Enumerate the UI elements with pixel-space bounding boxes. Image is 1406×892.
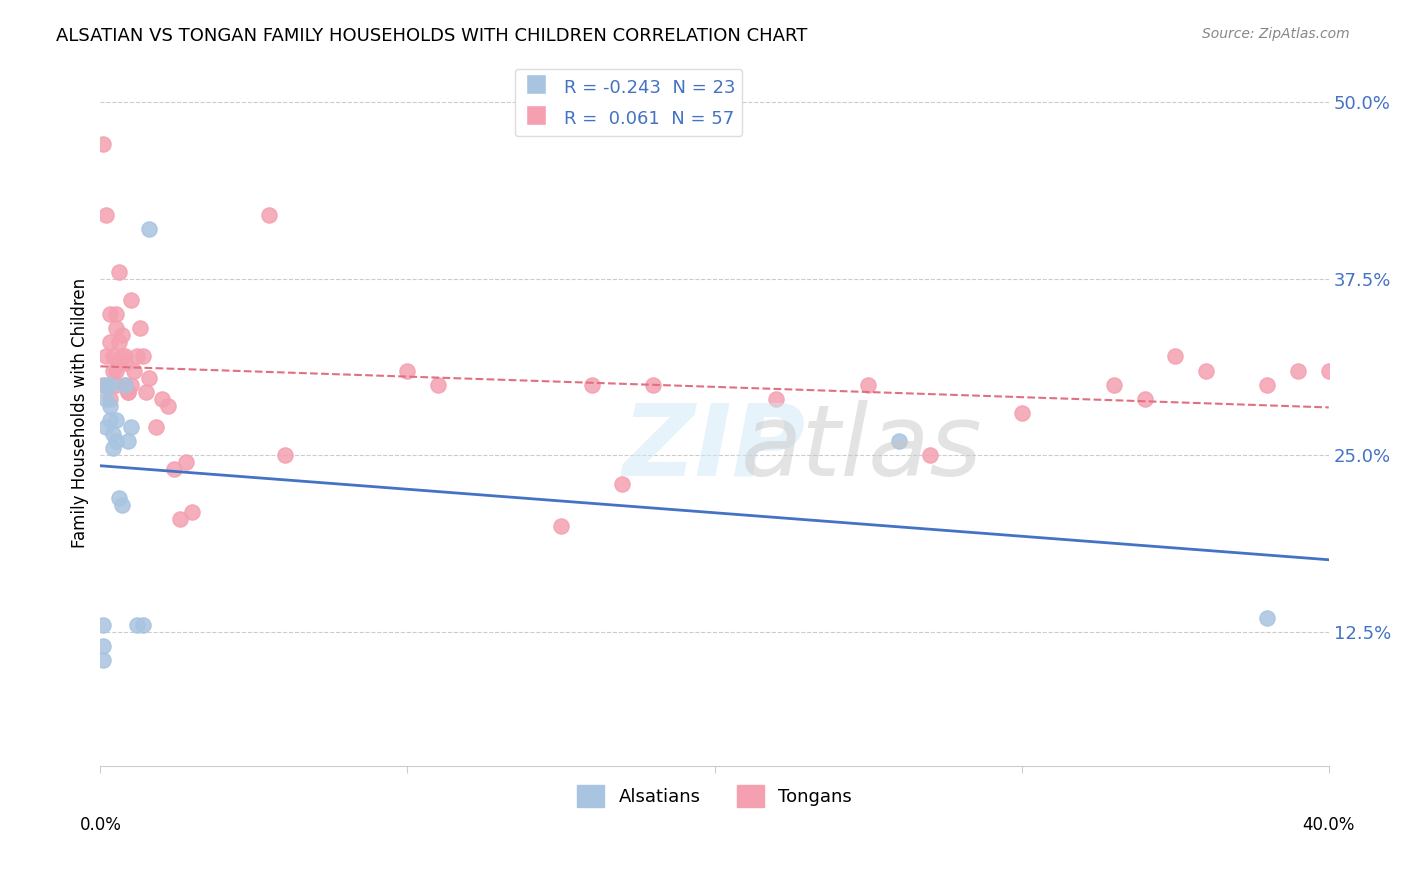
Alsatians — [96, 420, 118, 434]
Text: 40.0%: 40.0% — [1302, 816, 1355, 834]
Alsatians — [93, 639, 115, 653]
Tongans — [1286, 363, 1309, 377]
Tongans — [96, 208, 118, 222]
Tongans — [396, 363, 419, 377]
Alsatians — [107, 491, 129, 505]
Tongans — [1164, 350, 1187, 364]
Tongans — [107, 357, 129, 371]
Alsatians — [120, 420, 142, 434]
Tongans — [114, 377, 136, 392]
Tongans — [127, 350, 149, 364]
Tongans — [643, 377, 665, 392]
Alsatians — [1256, 611, 1278, 625]
Tongans — [1256, 377, 1278, 392]
Alsatians — [111, 498, 134, 512]
Tongans — [101, 350, 124, 364]
Alsatians — [93, 618, 115, 632]
Tongans — [163, 462, 186, 476]
Tongans — [176, 455, 198, 469]
Alsatians — [887, 434, 910, 449]
Alsatians — [98, 399, 121, 413]
Tongans — [1317, 363, 1340, 377]
Tongans — [98, 335, 121, 350]
Alsatians — [132, 618, 155, 632]
Tongans — [856, 377, 879, 392]
Tongans — [138, 370, 160, 384]
Alsatians — [117, 434, 139, 449]
Tongans — [1011, 406, 1033, 420]
Alsatians — [138, 222, 160, 236]
Tongans — [117, 384, 139, 399]
Alsatians — [96, 377, 118, 392]
Tongans — [120, 377, 142, 392]
Tongans — [96, 350, 118, 364]
Tongans — [104, 363, 127, 377]
Tongans — [98, 307, 121, 321]
Tongans — [612, 476, 634, 491]
Alsatians — [104, 434, 127, 449]
Tongans — [104, 377, 127, 392]
Tongans — [581, 377, 603, 392]
Text: Source: ZipAtlas.com: Source: ZipAtlas.com — [1202, 27, 1350, 41]
Alsatians — [101, 442, 124, 456]
Tongans — [765, 392, 787, 406]
Alsatians — [98, 413, 121, 427]
Tongans — [120, 293, 142, 307]
Tongans — [1195, 363, 1218, 377]
Tongans — [1102, 377, 1125, 392]
Tongans — [111, 328, 134, 343]
Tongans — [114, 357, 136, 371]
Tongans — [129, 321, 152, 335]
Tongans — [93, 137, 115, 152]
Legend: Alsatians, Tongans: Alsatians, Tongans — [569, 777, 859, 814]
Tongans — [132, 350, 155, 364]
Tongans — [107, 265, 129, 279]
Tongans — [93, 377, 115, 392]
Alsatians — [114, 377, 136, 392]
Tongans — [101, 363, 124, 377]
Tongans — [98, 392, 121, 406]
Tongans — [273, 448, 295, 462]
Alsatians — [96, 392, 118, 406]
Alsatians — [98, 377, 121, 392]
Y-axis label: Family Households with Children: Family Households with Children — [72, 278, 89, 548]
Tongans — [107, 335, 129, 350]
Alsatians — [93, 653, 115, 667]
Text: ZIP: ZIP — [623, 400, 806, 497]
Tongans — [427, 377, 450, 392]
Alsatians — [101, 427, 124, 442]
Tongans — [181, 505, 204, 519]
Tongans — [1133, 392, 1156, 406]
Tongans — [259, 208, 281, 222]
Tongans — [122, 363, 145, 377]
Text: 0.0%: 0.0% — [79, 816, 121, 834]
Alsatians — [127, 618, 149, 632]
Tongans — [169, 512, 191, 526]
Tongans — [156, 399, 179, 413]
Tongans — [111, 350, 134, 364]
Tongans — [918, 448, 941, 462]
Text: ALSATIAN VS TONGAN FAMILY HOUSEHOLDS WITH CHILDREN CORRELATION CHART: ALSATIAN VS TONGAN FAMILY HOUSEHOLDS WIT… — [56, 27, 807, 45]
Text: atlas: atlas — [741, 400, 983, 497]
Tongans — [135, 384, 157, 399]
Tongans — [114, 350, 136, 364]
Tongans — [145, 420, 167, 434]
Tongans — [117, 384, 139, 399]
Tongans — [104, 307, 127, 321]
Tongans — [150, 392, 173, 406]
Tongans — [550, 519, 572, 533]
Alsatians — [104, 413, 127, 427]
Tongans — [104, 321, 127, 335]
